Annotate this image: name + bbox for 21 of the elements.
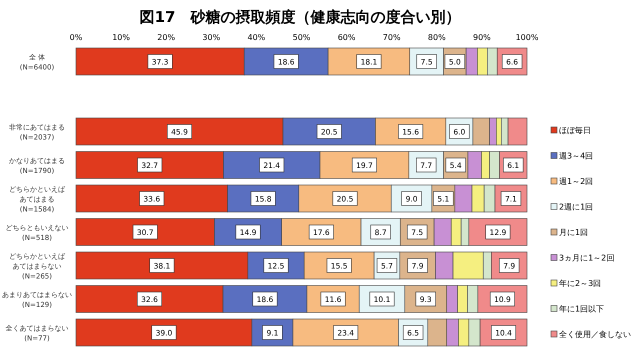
legend-label: 週3～4回 — [559, 152, 594, 160]
x-tick-label: 100% — [516, 33, 539, 42]
chart-title: 図17 砂糖の摂取頻度（健康志向の度合い別） — [140, 8, 460, 26]
x-tick-label: 50% — [292, 33, 311, 42]
legend-label: 全く使用／食しない — [559, 330, 631, 339]
legend-label: 週1～2回 — [559, 177, 594, 186]
x-tick-label: 10% — [112, 33, 130, 42]
x-tick-label: 20% — [157, 33, 176, 42]
x-tick-label: 60% — [338, 33, 356, 42]
legend-label: 年に1回以下 — [559, 304, 604, 314]
x-tick-label: 0% — [70, 33, 83, 42]
x-tick-label: 70% — [382, 33, 401, 42]
legend-label: 3ヵ月に1～2回 — [559, 254, 614, 262]
legend-label: 年に2～3回 — [559, 279, 602, 288]
legend-label: ほぼ毎日 — [559, 126, 591, 135]
legend-label: 2週に1回 — [559, 202, 594, 212]
x-tick-label: 30% — [202, 33, 221, 42]
x-tick-label: 80% — [428, 33, 446, 42]
x-tick-label: 40% — [248, 33, 266, 42]
legend-label: 月に1回 — [559, 228, 588, 237]
x-tick-label: 90% — [473, 33, 492, 42]
